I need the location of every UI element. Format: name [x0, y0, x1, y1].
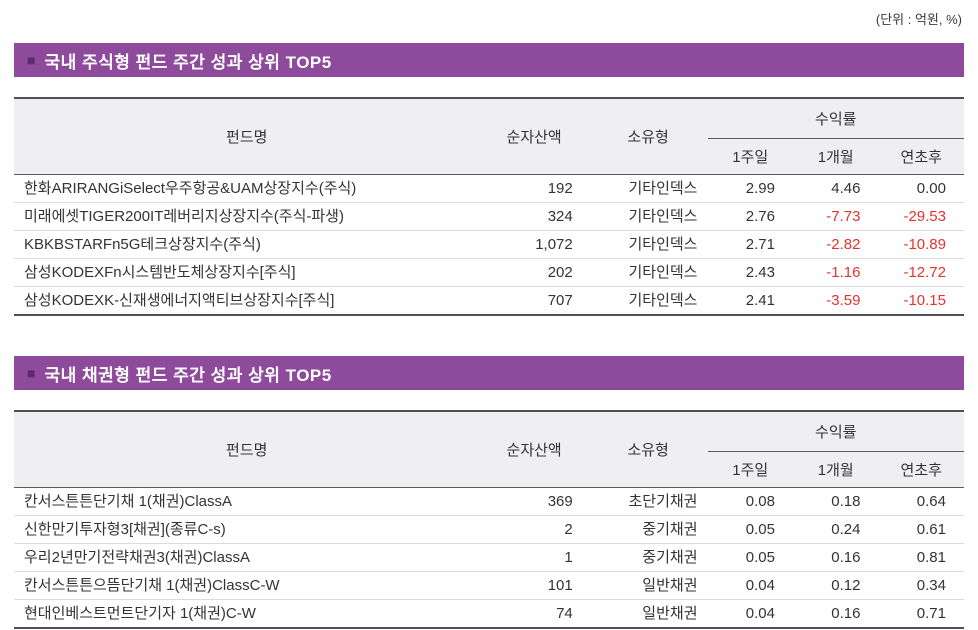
bond-section-title: 국내 채권형 펀드 주간 성과 상위 TOP5 [44, 365, 332, 385]
return-1week-cell: 0.04 [745, 605, 775, 622]
return-ytd-cell: -10.15 [903, 292, 946, 309]
fund-name-cell: 한화ARIRANGiSelect우주항공&UAM상장지수(주식) [14, 174, 480, 203]
table-row: KBKBSTARFn5G테크상장지수(주식) 1,072 기타인덱스 2.71 … [14, 230, 964, 259]
return-1month-cell: 0.16 [831, 605, 861, 622]
return-1month-cell: -1.16 [793, 258, 879, 287]
return-1week-cell: 2.76 [707, 202, 793, 231]
table-row: 칸서스튼튼으뜸단기채 1(채권)ClassC-W 101 일반채권 0.04 0… [14, 571, 964, 600]
equity-section-title: 국내 주식형 펀드 주간 성과 상위 TOP5 [44, 52, 332, 72]
fund-type-cell: 일반채권 [642, 605, 698, 622]
return-ytd-cell: 0.00 [878, 174, 964, 203]
return-1week-cell: 2.71 [707, 230, 793, 259]
net-asset-cell: 74 [556, 605, 573, 622]
col-header-1month: 1개월 [793, 138, 879, 175]
table-row: 미래에셋TIGER200IT레버리지상장지수(주식-파생) 324 기타인덱스 … [14, 202, 964, 231]
net-asset-cell: 369 [479, 487, 589, 516]
net-asset-cell: 202 [479, 258, 589, 287]
fund-type-cell: 기타인덱스 [628, 292, 698, 309]
square-bullet-icon: ■ [27, 52, 36, 68]
col-header-1month: 1개월 [793, 451, 879, 488]
net-asset-cell: 1,072 [479, 230, 589, 259]
col-header-net-asset: 순자산액 [479, 98, 589, 175]
net-asset-cell: 707 [547, 292, 573, 309]
table-row: 신한만기투자형3[채권](종류C-s) 2 중기채권 0.05 0.24 0.6… [14, 515, 964, 544]
return-1month-cell: 0.24 [793, 515, 879, 544]
fund-type-cell: 기타인덱스 [588, 174, 708, 203]
square-bullet-icon: ■ [27, 365, 36, 381]
return-1week-cell: 0.05 [707, 515, 793, 544]
table-row: 한화ARIRANGiSelect우주항공&UAM상장지수(주식) 192 기타인… [14, 174, 964, 203]
equity-section-header-bar: ■ 국내 주식형 펀드 주간 성과 상위 TOP5 [14, 43, 964, 77]
fund-type-cell: 기타인덱스 [588, 258, 708, 287]
col-header-fund-type: 소유형 [588, 411, 708, 488]
col-header-1week: 1주일 [707, 138, 793, 175]
table-row: 칸서스튼튼단기채 1(채권)ClassA 369 초단기채권 0.08 0.18… [14, 487, 964, 516]
equity-fund-table: 펀드명 순자산액 소유형 수익률 1주일 1개월 연초후 한화ARIRANGiS… [14, 97, 964, 316]
col-header-returns-group: 수익률 [707, 411, 964, 452]
fund-name-cell: 삼성KODEXFn시스템반도체상장지수[주식] [14, 258, 480, 287]
col-header-ytd: 연초후 [878, 138, 964, 175]
return-ytd-cell: 0.71 [916, 605, 946, 622]
fund-name-cell: 칸서스튼튼단기채 1(채권)ClassA [14, 487, 480, 516]
table-row: 삼성KODEXFn시스템반도체상장지수[주식] 202 기타인덱스 2.43 -… [14, 258, 964, 287]
return-1week-cell: 2.99 [707, 174, 793, 203]
fund-name-cell: 삼성KODEXK-신재생에너지액티브상장지수[주식] [24, 292, 335, 309]
return-1month-cell: 0.16 [793, 543, 879, 572]
unit-note: (단위 : 억원, %) [875, 12, 962, 27]
return-1week-cell: 2.41 [745, 292, 775, 309]
return-1month-cell: 0.12 [793, 571, 879, 600]
fund-name-cell: 미래에셋TIGER200IT레버리지상장지수(주식-파생) [14, 202, 480, 231]
net-asset-cell: 192 [479, 174, 589, 203]
return-1week-cell: 0.04 [707, 571, 793, 600]
fund-type-cell: 중기채권 [588, 515, 708, 544]
return-1week-cell: 0.05 [707, 543, 793, 572]
col-header-fund-type: 소유형 [588, 98, 708, 175]
return-ytd-cell: 0.64 [878, 487, 964, 516]
table-row: 우리2년만기전략채권3(채권)ClassA 1 중기채권 0.05 0.16 0… [14, 543, 964, 572]
col-header-ytd: 연초후 [878, 451, 964, 488]
fund-name-cell: 신한만기투자형3[채권](종류C-s) [14, 515, 480, 544]
col-header-returns-group: 수익률 [707, 98, 964, 139]
fund-type-cell: 기타인덱스 [588, 230, 708, 259]
fund-name-cell: 칸서스튼튼으뜸단기채 1(채권)ClassC-W [14, 571, 480, 600]
table-row: 현대인베스트먼트단기자 1(채권)C-W 74 일반채권 0.04 0.16 0… [14, 600, 964, 629]
return-1month-cell: 4.46 [793, 174, 879, 203]
return-1month-cell: -7.73 [793, 202, 879, 231]
fund-type-cell: 일반채권 [588, 571, 708, 600]
net-asset-cell: 1 [479, 543, 589, 572]
return-ytd-cell: 0.34 [878, 571, 964, 600]
fund-name-cell: 현대인베스트먼트단기자 1(채권)C-W [24, 605, 256, 622]
fund-type-cell: 중기채권 [588, 543, 708, 572]
fund-type-cell: 기타인덱스 [588, 202, 708, 231]
table-subheader-row: 1주일 1개월 연초후 [14, 451, 964, 488]
table-header-row: 펀드명 순자산액 소유형 수익률 [14, 411, 964, 488]
return-ytd-cell: -10.89 [878, 230, 964, 259]
return-ytd-cell: 0.81 [878, 543, 964, 572]
col-header-net-asset: 순자산액 [479, 411, 589, 488]
net-asset-cell: 101 [479, 571, 589, 600]
fund-name-cell: 우리2년만기전략채권3(채권)ClassA [14, 543, 480, 572]
table-subheader-row: 1주일 1개월 연초후 [14, 138, 964, 175]
return-ytd-cell: -29.53 [878, 202, 964, 231]
fund-type-cell: 초단기채권 [588, 487, 708, 516]
table-row: 삼성KODEXK-신재생에너지액티브상장지수[주식] 707 기타인덱스 2.4… [14, 287, 964, 316]
col-header-fund-name: 펀드명 [14, 98, 480, 175]
return-ytd-cell: -12.72 [878, 258, 964, 287]
net-asset-cell: 2 [479, 515, 589, 544]
return-1month-cell: -2.82 [793, 230, 879, 259]
col-header-1week: 1주일 [707, 451, 793, 488]
return-1month-cell: -3.59 [826, 292, 861, 309]
return-ytd-cell: 0.61 [878, 515, 964, 544]
net-asset-cell: 324 [479, 202, 589, 231]
table-header-row: 펀드명 순자산액 소유형 수익률 [14, 98, 964, 175]
fund-name-cell: KBKBSTARFn5G테크상장지수(주식) [14, 230, 480, 259]
bond-section-header-bar: ■ 국내 채권형 펀드 주간 성과 상위 TOP5 [14, 356, 964, 390]
return-1week-cell: 2.43 [707, 258, 793, 287]
return-1month-cell: 0.18 [793, 487, 879, 516]
col-header-fund-name: 펀드명 [14, 411, 480, 488]
return-1week-cell: 0.08 [707, 487, 793, 516]
bond-fund-table: 펀드명 순자산액 소유형 수익률 1주일 1개월 연초후 칸서스튼튼단기채 1(… [14, 410, 964, 629]
